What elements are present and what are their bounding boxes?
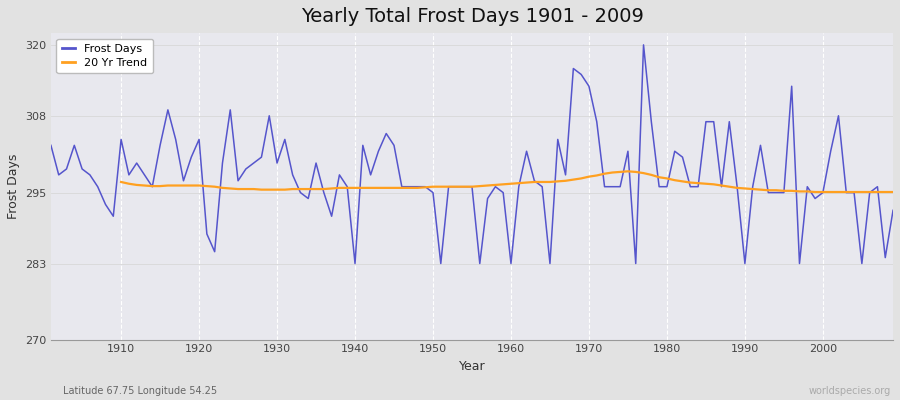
Legend: Frost Days, 20 Yr Trend: Frost Days, 20 Yr Trend [57,39,153,73]
Y-axis label: Frost Days: Frost Days [7,154,20,219]
Title: Yearly Total Frost Days 1901 - 2009: Yearly Total Frost Days 1901 - 2009 [301,7,644,26]
X-axis label: Year: Year [459,360,485,373]
Text: worldspecies.org: worldspecies.org [809,386,891,396]
Text: Latitude 67.75 Longitude 54.25: Latitude 67.75 Longitude 54.25 [63,386,217,396]
